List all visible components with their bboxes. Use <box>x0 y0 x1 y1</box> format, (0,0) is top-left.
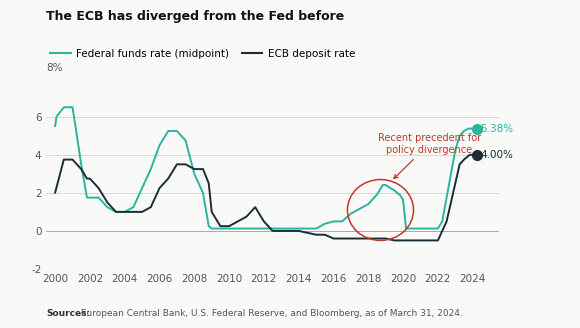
Text: 5.38%: 5.38% <box>481 124 514 133</box>
Legend: Federal funds rate (midpoint), ECB deposit rate: Federal funds rate (midpoint), ECB depos… <box>46 45 359 63</box>
Text: Sources:: Sources: <box>46 309 90 318</box>
Text: 8%: 8% <box>46 63 63 73</box>
Text: The ECB has diverged from the Fed before: The ECB has diverged from the Fed before <box>46 10 345 23</box>
Text: Recent precedent for
policy divergence: Recent precedent for policy divergence <box>378 133 481 178</box>
Text: 4.00%: 4.00% <box>481 150 513 160</box>
Text: European Central Bank, U.S. Federal Reserve, and Bloomberg, as of March 31, 2024: European Central Bank, U.S. Federal Rese… <box>78 309 463 318</box>
